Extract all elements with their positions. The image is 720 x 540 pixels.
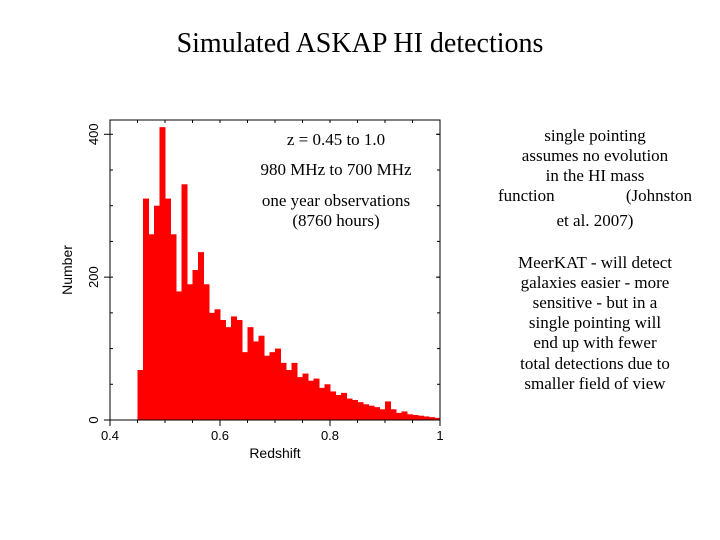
- right-p1-l5: et al. 2007): [557, 211, 634, 230]
- svg-text:200: 200: [86, 266, 101, 288]
- slide-title: Simulated ASKAP HI detections: [0, 28, 720, 60]
- svg-text:Number: Number: [59, 245, 75, 295]
- right-p2-l6: total detections due to: [520, 354, 670, 373]
- svg-text:1: 1: [436, 428, 443, 443]
- right-p1-l3: in the HI mass: [546, 166, 645, 185]
- right-p1-l1: single pointing: [544, 126, 646, 145]
- right-p2-l4: single pointing will: [529, 313, 661, 332]
- svg-text:0.4: 0.4: [101, 428, 119, 443]
- svg-text:Redshift: Redshift: [249, 445, 300, 460]
- annotation-obs-line1: one year observations: [262, 191, 410, 210]
- right-p1-l2: assumes no evolution: [522, 146, 668, 165]
- svg-text:0.8: 0.8: [321, 428, 339, 443]
- svg-text:0.6: 0.6: [211, 428, 229, 443]
- right-p2-l2: galaxies easier - more: [521, 273, 670, 292]
- chart-annotations: z = 0.45 to 1.0 980 MHz to 700 MHz one y…: [216, 130, 456, 242]
- annotation-z-range: z = 0.45 to 1.0: [216, 130, 456, 150]
- right-p1-l4a: function: [498, 186, 555, 206]
- right-text-column: single pointing assumes no evolution in …: [498, 126, 692, 416]
- right-p2-l7: smaller field of view: [524, 374, 665, 393]
- svg-text:400: 400: [86, 123, 101, 145]
- annotation-obs: one year observations (8760 hours): [216, 191, 456, 232]
- right-paragraph-2: MeerKAT - will detect galaxies easier - …: [498, 253, 692, 393]
- svg-text:0: 0: [86, 416, 101, 423]
- annotation-freq-range: 980 MHz to 700 MHz: [216, 160, 456, 180]
- right-p2-l1: MeerKAT - will detect: [518, 253, 672, 272]
- right-p2-l5: end up with fewer: [533, 333, 656, 352]
- right-paragraph-1: single pointing assumes no evolution in …: [498, 126, 692, 231]
- annotation-obs-line2: (8760 hours): [292, 211, 379, 230]
- right-p1-l4b: (Johnston: [626, 186, 692, 206]
- right-p2-l3: sensitive - but in a: [533, 293, 658, 312]
